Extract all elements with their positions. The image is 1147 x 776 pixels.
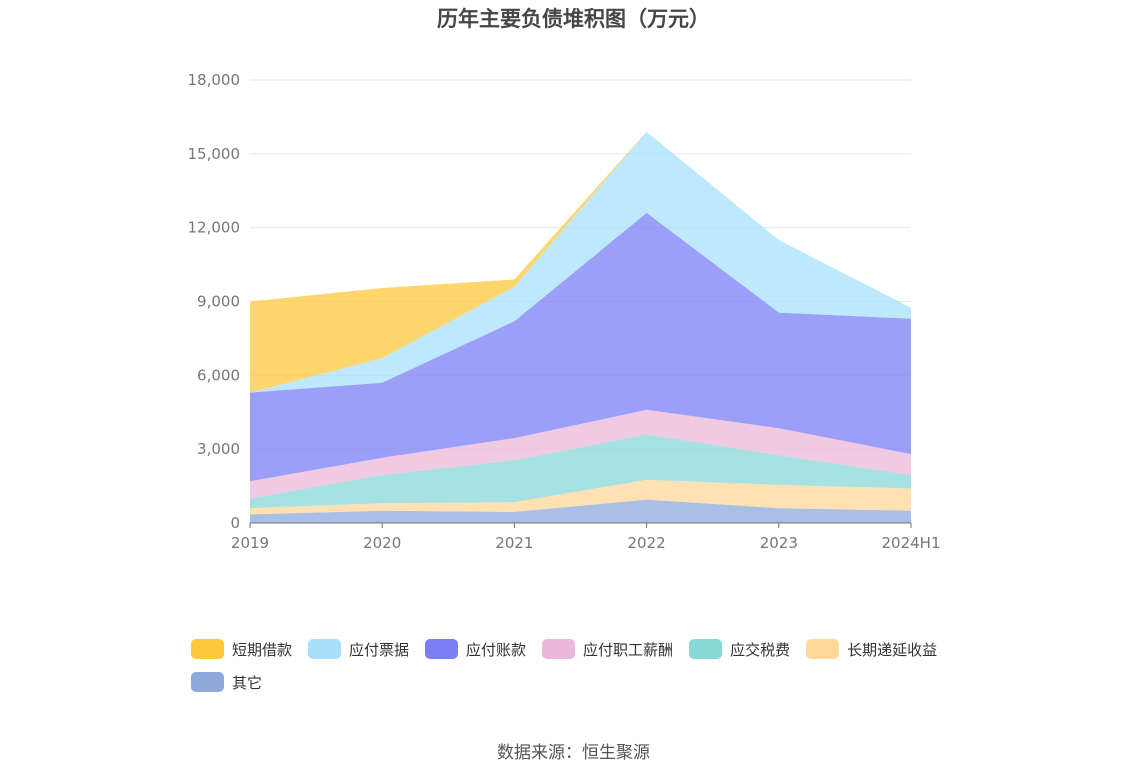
x-tick-label: 2019 — [231, 534, 269, 552]
chart-title: 历年主要负债堆积图（万元） — [437, 7, 710, 31]
y-tick-label: 9,000 — [197, 293, 240, 311]
y-tick-label: 3,000 — [197, 440, 240, 458]
legend-swatch — [806, 639, 840, 659]
legend-item[interactable]: 应交税费 — [689, 638, 790, 660]
legend-label: 应付账款 — [466, 640, 527, 659]
legend-item[interactable]: 应付账款 — [425, 638, 526, 660]
legend-item[interactable]: 其它 — [191, 671, 262, 693]
legend-label: 应付票据 — [349, 640, 410, 659]
y-tick-label: 18,000 — [188, 71, 241, 89]
legend-swatch — [425, 639, 459, 659]
legend-item[interactable]: 长期递延收益 — [806, 638, 937, 660]
legend-label: 应付职工薪酬 — [583, 640, 674, 659]
legend-swatch — [191, 672, 224, 692]
x-tick-label: 2021 — [495, 534, 533, 552]
legend-swatch — [689, 639, 723, 659]
legend-label: 短期借款 — [232, 640, 293, 659]
area-应付职工薪酬 — [250, 409, 911, 499]
legend-swatch — [308, 639, 342, 659]
x-tick-label: 2020 — [363, 534, 401, 552]
axes: 0 3,000 6,000 9,000 12,000 15,000 18,000 2019 20… — [188, 71, 941, 552]
legend-item[interactable]: 应付票据 — [308, 638, 409, 660]
x-tick-label: 2023 — [760, 534, 798, 552]
legend: 短期借款 应付票据 应付账款 应付职工薪酬 应交税费 长期递延收益其它 — [191, 638, 991, 693]
legend-item[interactable]: 应付职工薪酬 — [542, 638, 673, 660]
legend-label: 应交税费 — [730, 640, 791, 659]
legend-label: 其它 — [232, 673, 263, 692]
source-note: 数据来源：恒生聚源 — [497, 743, 650, 763]
y-tick-label: 0 — [230, 514, 240, 532]
legend-label: 长期递延收益 — [847, 640, 938, 659]
area-长期递延收益 — [250, 479, 911, 515]
area-应付票据 — [250, 131, 911, 393]
area-series — [250, 131, 911, 523]
area-应交税费 — [250, 434, 911, 509]
area-短期借款 — [250, 131, 911, 393]
y-tick-label: 15,000 — [188, 145, 241, 163]
y-tick-label: 6,000 — [197, 366, 240, 384]
x-tick-label: 2022 — [628, 534, 666, 552]
legend-swatch — [191, 639, 224, 659]
area-应付账款 — [250, 212, 911, 482]
area-其它 — [250, 499, 911, 523]
x-tick-label: 2024H1 — [882, 534, 941, 552]
stacked-area-chart: 0 3,000 6,000 9,000 12,000 15,000 18,000 2019 20… — [188, 71, 941, 552]
y-tick-label: 12,000 — [188, 219, 241, 237]
legend-item[interactable]: 短期借款 — [191, 638, 292, 660]
legend-swatch — [542, 639, 576, 659]
